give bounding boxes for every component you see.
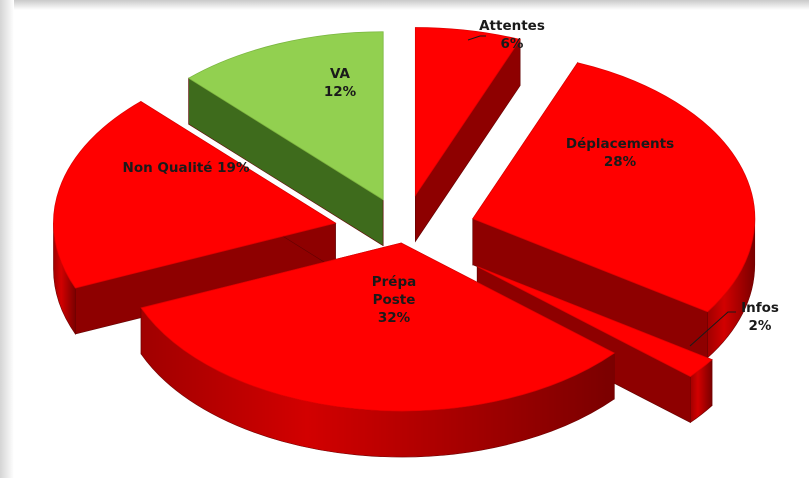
slice-prepa-poste-label: 32%: [378, 310, 411, 326]
chart-frame-shadow-left: [0, 0, 14, 478]
slice-prepa-poste: [140, 242, 616, 412]
leader-line-attentes: [467, 35, 486, 41]
slice-va: [187, 31, 384, 201]
slice-deplacements-label: 28%: [604, 154, 637, 170]
slice-non-qualite-label: Non Qualité 19%: [123, 160, 250, 176]
slice-infos-label: 2%: [749, 318, 772, 334]
slice-non-qualite: [53, 101, 337, 289]
slice-prepa-poste-label: Poste: [373, 292, 416, 308]
slice-deplacements-label: Déplacements: [566, 136, 674, 152]
slice-attentes: [414, 27, 521, 197]
chart-frame-shadow-top: [0, 0, 809, 10]
slice-attentes-label: 6%: [501, 36, 524, 52]
slice-va-label: VA: [330, 66, 351, 82]
slice-attentes-label: Attentes: [479, 18, 545, 34]
slice-prepa-poste-label: Prépa: [372, 274, 416, 290]
slice-infos: [477, 266, 713, 378]
slice-va-label: 12%: [324, 84, 357, 100]
leader-line-infos: [689, 311, 736, 347]
slice-infos-label: Infos: [741, 300, 779, 316]
slice-deplacements: [472, 62, 756, 313]
